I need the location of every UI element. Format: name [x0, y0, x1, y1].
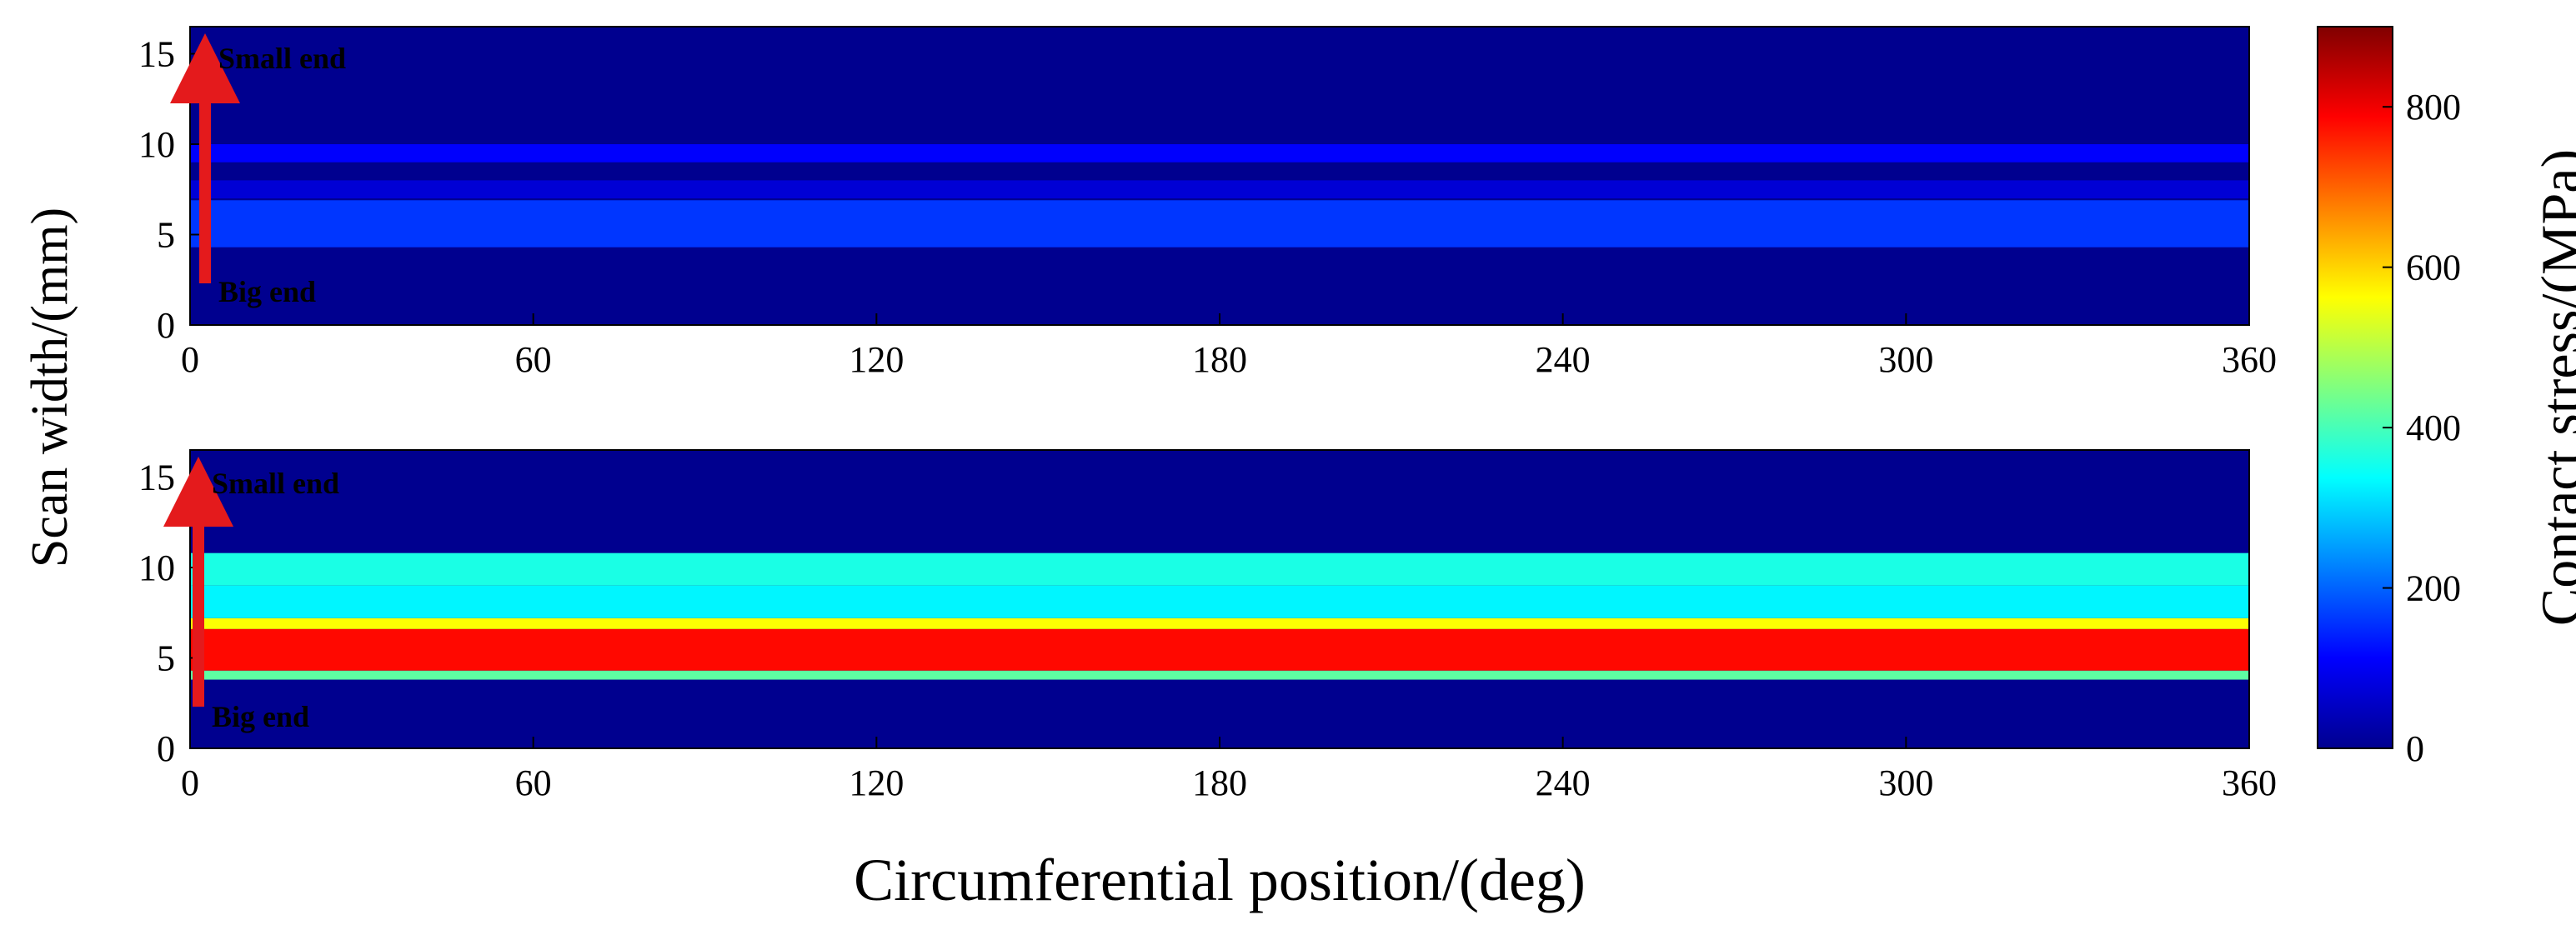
y-tick-label: 0 — [157, 305, 175, 346]
top-panel-background — [190, 27, 2249, 325]
y-tick-label: 10 — [138, 548, 175, 588]
y-tick-label: 10 — [138, 124, 175, 165]
bottom-panel-small-end-label: Small end — [212, 467, 339, 500]
bottom-panel-x-ticks: 0 60 120 180 240 300 360 — [181, 737, 2277, 803]
top-panel-y-ticks: 0 5 10 15 — [138, 34, 202, 346]
top-panel-bands — [190, 144, 2249, 248]
stress-band-1 — [190, 628, 2249, 671]
stress-band-3 — [190, 585, 2249, 618]
x-tick-label: 360 — [2222, 762, 2277, 803]
colorbar-tick-label: 800 — [2406, 87, 2461, 128]
x-tick-label: 0 — [181, 339, 199, 380]
bottom-panel-bands — [190, 552, 2249, 680]
colorbar-gradient — [2317, 26, 2393, 749]
x-tick-label: 0 — [181, 762, 199, 803]
colorbar-ticks: 0 200 400 600 800 — [2383, 87, 2461, 769]
bottom-panel-big-end-label: Big end — [212, 700, 309, 733]
x-tick-label: 180 — [1192, 762, 1247, 803]
x-tick-label: 240 — [1536, 339, 1591, 380]
x-tick-label: 120 — [849, 339, 904, 380]
colorbar-tick-label: 0 — [2406, 728, 2424, 769]
x-tick-label: 60 — [515, 339, 552, 380]
stress-band-2 — [190, 144, 2249, 162]
x-tick-label: 60 — [515, 762, 552, 803]
x-tick-label: 300 — [1878, 762, 1933, 803]
colorbar-tick-label: 600 — [2406, 248, 2461, 288]
x-tick-label: 180 — [1192, 339, 1247, 380]
y-tick-label: 5 — [157, 638, 175, 679]
colorbar: 0 200 400 600 800 Contact stress/(MPa) — [2317, 26, 2576, 769]
bottom-panel-y-ticks: 0 5 10 15 — [138, 458, 202, 769]
top-panel-big-end-label: Big end — [218, 275, 316, 308]
x-tick-label: 300 — [1878, 339, 1933, 380]
stress-band-3 — [190, 180, 2249, 199]
bottom-panel: 0 5 10 15 0 60 120 180 240 300 360 Small end Big … — [138, 449, 2277, 803]
y-axis-label: Scan width/(mm) — [22, 208, 78, 568]
x-tick-label: 120 — [849, 762, 904, 803]
stress-band-0 — [190, 670, 2249, 680]
colorbar-label: Contact stress/(MPa) — [2529, 149, 2576, 626]
colorbar-tick-label: 200 — [2406, 568, 2461, 609]
stress-band-1 — [190, 200, 2249, 248]
y-tick-label: 5 — [157, 215, 175, 256]
top-panel-small-end-label: Small end — [218, 42, 346, 75]
y-tick-label: 15 — [138, 458, 175, 498]
top-panel-x-ticks: 0 60 120 180 240 300 360 — [181, 313, 2277, 380]
x-axis-label: Circumferential position/(deg) — [854, 847, 1586, 913]
y-tick-label: 15 — [138, 34, 175, 75]
x-tick-label: 360 — [2222, 339, 2277, 380]
stress-band-4 — [190, 552, 2249, 586]
colorbar-tick-label: 400 — [2406, 408, 2461, 448]
stress-band-2 — [190, 618, 2249, 629]
x-tick-label: 240 — [1536, 762, 1591, 803]
y-tick-label: 0 — [157, 728, 175, 769]
top-panel: 0 5 10 15 0 60 120 180 240 300 360 Small end Big … — [138, 26, 2277, 380]
